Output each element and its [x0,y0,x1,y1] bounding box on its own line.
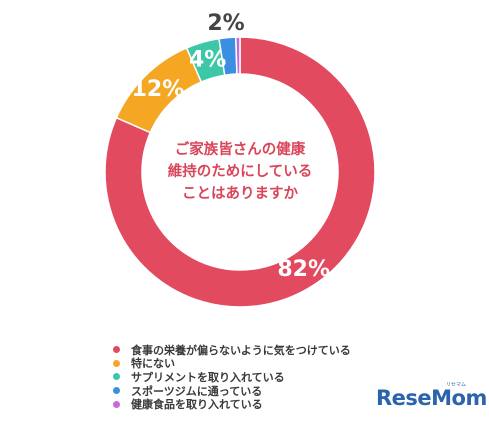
slice-label-2: 12% [132,77,185,102]
legend-dot-icon [113,387,120,395]
legend-dot-icon [113,359,120,367]
slice-label-1: 82% [277,257,330,282]
legend-label: 食事の栄養が偏らないように気をつけている [131,343,351,357]
slice-label-4: 2% [207,11,244,36]
legend-item: 特にない [113,357,351,371]
legend-dot-icon [113,346,120,354]
legend-item: 健康食品を取り入れている [113,397,351,411]
center-text-line-3: ことはありますか [182,185,298,202]
legend: 食事の栄養が偏らないように気をつけている 特にない サプリメントを取り入れている スポ… [113,343,351,411]
slice-5 [235,36,241,75]
slice-1 [104,36,376,308]
legend-label: サプリメントを取り入れている [131,370,285,384]
legend-dot-icon [113,400,120,408]
legend-item: サプリメントを取り入れている [113,370,351,384]
legend-dot-icon [113,373,120,381]
legend-label: 健康食品を取り入れている [131,398,263,412]
legend-item: 食事の栄養が偏らないように気をつけている [113,343,351,357]
center-text-line-2: 維持のためにしている [168,162,313,180]
legend-label: 特にない [131,357,175,371]
center-text-line-1: ご家族皆さんの健康 [175,140,306,158]
legend-item: スポーツジムに通っている [113,384,351,398]
resemom-logo: ReseMom [376,386,487,410]
slice-label-3: 4% [189,48,226,73]
legend-label: スポーツジムに通っている [131,384,263,398]
resemom-logo-sub: リセマム [446,382,467,388]
